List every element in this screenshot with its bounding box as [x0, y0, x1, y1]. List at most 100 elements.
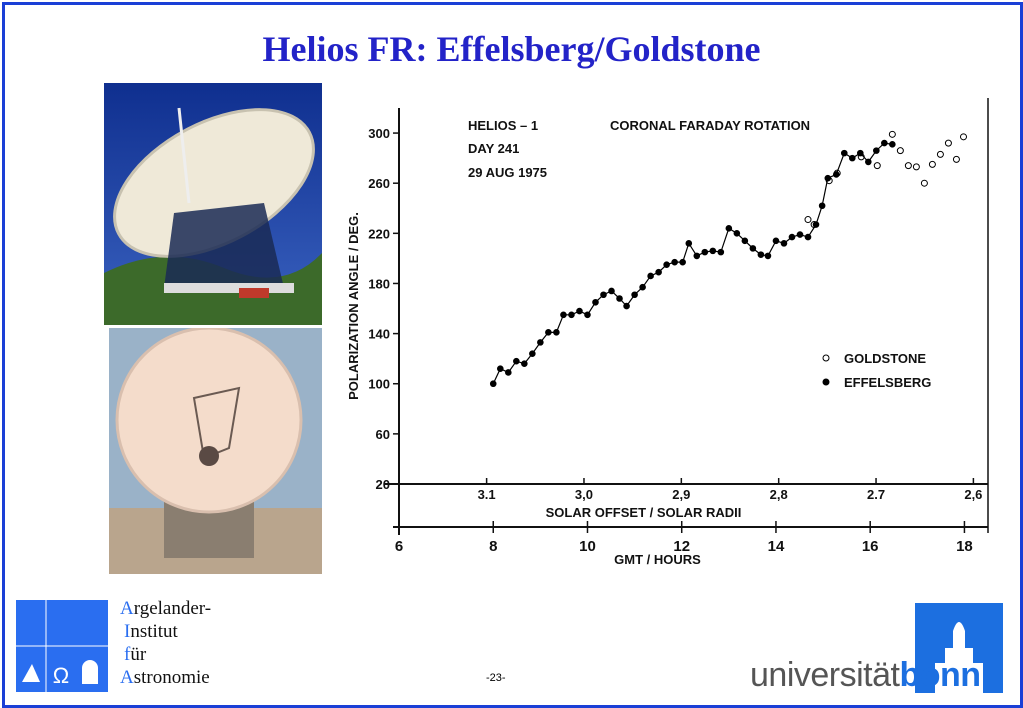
data-point [725, 225, 733, 232]
institute-line: für [124, 644, 147, 665]
data-point [733, 230, 741, 237]
y-tick-label: 220 [368, 226, 390, 241]
data-point [505, 369, 512, 376]
data-point [513, 357, 520, 365]
institute-logo-mark: Ω [16, 600, 108, 692]
university-word: universität [750, 656, 900, 694]
data-point [545, 329, 552, 336]
data-point [560, 311, 567, 319]
y-tick-label: 100 [368, 377, 390, 392]
data-point [717, 248, 725, 256]
annotation: 29 AUG 1975 [468, 165, 547, 180]
data-point [655, 268, 662, 276]
data-point [804, 216, 812, 224]
x-tick-label: 6 [395, 538, 403, 555]
legend-label: EFFELSBERG [844, 375, 931, 390]
data-point [873, 147, 880, 154]
data-point [812, 221, 820, 228]
data-point [693, 252, 701, 260]
annotation: CORONAL FARADAY ROTATION [610, 118, 810, 133]
y-tick-label: 20 [376, 477, 390, 492]
x-tick-label: 12 [673, 538, 690, 555]
data-point [623, 302, 630, 310]
series-line [492, 142, 893, 384]
data-point [857, 149, 864, 157]
data-point [904, 162, 912, 170]
data-point [936, 150, 944, 158]
data-point [818, 202, 826, 210]
data-point [959, 133, 967, 141]
data-point [804, 233, 812, 241]
data-point [709, 247, 717, 255]
x-tick-label: 16 [862, 538, 879, 555]
data-point [928, 160, 936, 168]
data-point [796, 231, 804, 238]
data-point [888, 130, 896, 138]
data-point [584, 311, 591, 319]
data-point [848, 154, 856, 162]
x-axis-label: GMT / HOURS [614, 552, 701, 567]
photo-effelsberg [104, 83, 322, 325]
legend-marker [822, 378, 830, 386]
university-logo: universitätbonn [750, 656, 981, 695]
chart: 20 60 100 140 180 220 260 300 6 8 10 12 14 16 18 3.1 3,0… [340, 90, 1005, 580]
university-city: bonn [899, 656, 981, 694]
data-point [889, 141, 896, 148]
annotation: HELIOS – 1 [468, 118, 538, 133]
data-point [780, 240, 788, 247]
annotation: DAY 241 [468, 141, 519, 156]
data-point [631, 291, 638, 299]
data-point [944, 139, 952, 147]
data-point [592, 298, 599, 306]
data-point [764, 252, 772, 260]
data-point [749, 245, 757, 252]
x2-axis-label: SOLAR OFFSET / SOLAR RADII [546, 505, 742, 520]
institute-line: Argelander- [120, 598, 212, 619]
data-point [647, 272, 654, 280]
data-point [840, 149, 848, 157]
data-point [497, 365, 504, 372]
data-point [616, 295, 623, 302]
x2-tick-label: 2.7 [867, 487, 885, 502]
data-point [824, 174, 832, 182]
x2-tick-label: 2,8 [770, 487, 788, 502]
data-point [600, 291, 607, 299]
y-tick-label: 60 [376, 427, 390, 442]
data-point [576, 307, 583, 315]
data-point [568, 311, 575, 319]
data-point [663, 261, 670, 268]
data-point [832, 171, 840, 178]
data-point [788, 233, 796, 241]
data-point [912, 163, 920, 171]
slide-title: Helios FR: Effelsberg/Goldstone [262, 29, 761, 69]
page-number: -23- [486, 672, 506, 684]
x-tick-label: 18 [956, 538, 973, 555]
x-tick-label: 8 [489, 538, 497, 555]
y-tick-label: 180 [368, 276, 390, 291]
x-tick-label: 10 [579, 538, 596, 555]
data-point [741, 237, 749, 245]
data-point [521, 360, 528, 367]
data-point [685, 240, 693, 247]
data-point [772, 237, 780, 245]
y-axis-label: POLARIZATION ANGLE / DEG. [346, 212, 361, 400]
data-point [865, 158, 872, 166]
institute-name: Argelander- Institut für Astronomie [120, 597, 211, 689]
data-point [639, 283, 646, 291]
institute-line: Astronomie [120, 667, 210, 688]
x2-tick-label: 2,6 [964, 487, 982, 502]
data-point [920, 179, 928, 187]
data-point [952, 155, 960, 163]
legend-label: GOLDSTONE [844, 351, 926, 366]
data-point [671, 258, 678, 266]
data-point [489, 380, 497, 388]
y-tick-label: 300 [368, 126, 390, 141]
x2-tick-label: 2,9 [672, 487, 690, 502]
data-point [757, 251, 765, 258]
svg-text:Ω: Ω [53, 663, 69, 688]
y-tick-label: 260 [368, 176, 390, 191]
legend-marker [822, 354, 830, 362]
institute-line: Institut [124, 621, 178, 642]
